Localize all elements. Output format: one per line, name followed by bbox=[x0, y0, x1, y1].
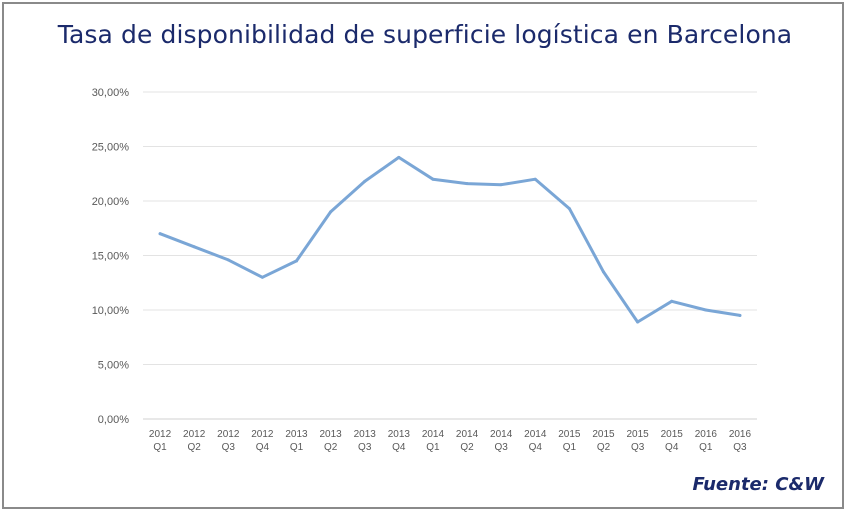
x-tick-label: 2013 bbox=[285, 429, 308, 440]
x-tick-label: Q1 bbox=[563, 442, 577, 453]
y-tick-label: 5,00% bbox=[98, 360, 129, 372]
x-tick-label: 2012 bbox=[183, 429, 206, 440]
x-tick-label: 2012 bbox=[251, 429, 274, 440]
y-tick-label: 25,00% bbox=[92, 142, 130, 154]
data-point bbox=[465, 182, 469, 186]
x-tick-label: Q3 bbox=[733, 442, 747, 453]
x-tick-label: Q2 bbox=[460, 442, 474, 453]
y-tick-label: 20,00% bbox=[92, 196, 130, 208]
series-line bbox=[158, 155, 742, 324]
x-tick-label: Q4 bbox=[256, 442, 270, 453]
x-tick-label: 2016 bbox=[695, 429, 718, 440]
x-tick-label: Q3 bbox=[631, 442, 645, 453]
data-point bbox=[431, 177, 435, 181]
x-tick-label: Q4 bbox=[529, 442, 543, 453]
data-point bbox=[567, 207, 571, 211]
data-point bbox=[602, 270, 605, 274]
x-tick-label: 2014 bbox=[456, 429, 479, 440]
y-tick-label: 15,00% bbox=[92, 251, 130, 263]
x-tick-label: Q2 bbox=[597, 442, 611, 453]
data-points bbox=[158, 155, 742, 324]
x-tick-label: 2015 bbox=[661, 429, 684, 440]
data-point bbox=[295, 259, 298, 263]
x-tick-label: 2013 bbox=[319, 429, 342, 440]
data-point bbox=[363, 179, 367, 183]
x-tick-label: 2013 bbox=[388, 429, 411, 440]
x-tick-label: 2014 bbox=[422, 429, 445, 440]
data-point bbox=[397, 155, 401, 159]
data-point bbox=[499, 183, 503, 187]
data-point bbox=[670, 299, 674, 303]
x-tick-label: Q4 bbox=[665, 442, 679, 453]
x-tick-label: 2015 bbox=[592, 429, 615, 440]
x-tick-label: 2015 bbox=[626, 429, 649, 440]
x-tick-label: Q3 bbox=[358, 442, 372, 453]
x-tick-label: 2012 bbox=[149, 429, 172, 440]
data-point bbox=[158, 232, 162, 236]
data-point bbox=[533, 177, 537, 181]
y-tick-label: 30,00% bbox=[92, 87, 130, 99]
x-tick-label: 2015 bbox=[558, 429, 581, 440]
x-tick-label: Q3 bbox=[222, 442, 236, 453]
x-tick-label: Q1 bbox=[699, 442, 713, 453]
data-point bbox=[738, 313, 742, 317]
source-label: Fuente: C&W bbox=[692, 474, 824, 495]
x-tick-label: Q2 bbox=[324, 442, 338, 453]
y-tick-label: 10,00% bbox=[92, 305, 130, 317]
x-tick-label: 2013 bbox=[354, 429, 377, 440]
x-tick-label: Q4 bbox=[392, 442, 406, 453]
x-tick-label: Q2 bbox=[187, 442, 201, 453]
x-tick-label: Q1 bbox=[290, 442, 304, 453]
gridlines bbox=[143, 91, 757, 420]
x-tick-label: 2014 bbox=[524, 429, 547, 440]
data-point bbox=[704, 308, 708, 312]
data-point bbox=[260, 275, 264, 279]
data-point bbox=[329, 210, 333, 214]
x-tick-label: 2014 bbox=[490, 429, 513, 440]
data-point bbox=[226, 258, 230, 262]
x-tick-label: 2012 bbox=[217, 429, 240, 440]
x-axis-ticks: 2012 Q1 2012 Q2 2012 Q3 2012 Q4 2013 Q1 2013 Q2 2013… bbox=[149, 429, 752, 453]
y-tick-label: 0,00% bbox=[98, 414, 129, 426]
chart-title: Tasa de disponibilidad de superficie log… bbox=[57, 20, 793, 49]
data-point bbox=[636, 320, 640, 324]
data-point bbox=[192, 245, 196, 249]
y-axis-ticks: 0,00% 5,00% 10,00% 15,00% 20,00% 25,00% 30,00% bbox=[92, 87, 130, 426]
x-tick-label: Q1 bbox=[426, 442, 440, 453]
x-tick-label: Q1 bbox=[153, 442, 167, 453]
x-tick-label: 2016 bbox=[729, 429, 752, 440]
x-tick-label: Q3 bbox=[494, 442, 508, 453]
